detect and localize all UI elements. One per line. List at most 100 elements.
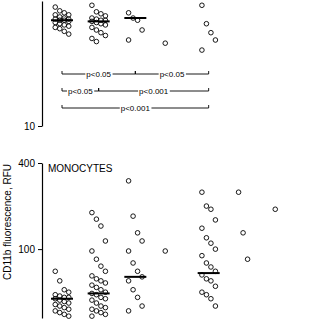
- y-axis: 100 400: [18, 158, 42, 319]
- point: [53, 309, 58, 314]
- point: [200, 253, 205, 258]
- point: [94, 285, 99, 290]
- tick-mark: [38, 249, 42, 250]
- point: [103, 281, 108, 286]
- point: [99, 310, 104, 315]
- p-value: p<0.05: [160, 70, 185, 79]
- significance: p<0.001: [62, 104, 209, 113]
- point: [135, 295, 140, 300]
- point: [200, 3, 205, 8]
- point: [126, 38, 131, 43]
- median: [124, 276, 146, 278]
- point: [62, 11, 67, 16]
- plot-area: [51, 3, 218, 52]
- point: [99, 295, 104, 300]
- point: [57, 310, 62, 315]
- point: [204, 21, 209, 26]
- median: [124, 17, 146, 19]
- median: [198, 272, 220, 274]
- point: [66, 307, 71, 312]
- point: [126, 279, 131, 284]
- y-axis-line: [42, 2, 43, 127]
- point: [140, 304, 145, 309]
- point: [90, 314, 95, 319]
- point: [103, 269, 108, 274]
- p-value: p<0.05: [68, 87, 93, 96]
- point: [66, 290, 71, 295]
- point: [209, 265, 214, 270]
- point: [200, 290, 205, 295]
- point: [90, 36, 95, 41]
- point: [90, 3, 95, 8]
- point: [94, 309, 99, 314]
- point: [62, 287, 67, 292]
- median: [51, 298, 73, 300]
- point: [140, 239, 145, 244]
- point: [99, 264, 104, 269]
- p-value-background: [138, 87, 170, 96]
- point: [245, 257, 250, 262]
- point: [209, 241, 214, 246]
- point: [66, 24, 71, 29]
- point: [204, 277, 209, 282]
- point: [53, 25, 58, 30]
- point: [99, 287, 104, 292]
- point: [126, 11, 131, 16]
- point: [103, 239, 108, 244]
- point: [213, 247, 218, 252]
- tick: 10: [24, 121, 42, 132]
- point: [204, 292, 209, 297]
- p-value-background: [67, 87, 94, 96]
- point: [62, 299, 67, 304]
- median: [88, 20, 110, 22]
- p-value-background: [159, 70, 186, 79]
- point: [90, 274, 95, 279]
- point: [204, 261, 209, 266]
- panel-title: MONOCYTES: [48, 163, 113, 174]
- point: [90, 283, 95, 288]
- tick: 400: [18, 158, 42, 169]
- point: [200, 226, 205, 231]
- point: [99, 224, 104, 229]
- point: [135, 269, 140, 274]
- point: [213, 218, 218, 223]
- point: [209, 296, 214, 301]
- point: [135, 231, 140, 236]
- point: [62, 23, 67, 28]
- median: [51, 19, 73, 21]
- median: [88, 292, 110, 294]
- point: [163, 249, 168, 254]
- p-value-background: [120, 104, 152, 113]
- point: [94, 217, 99, 222]
- panel: 10p<0.05p<0.05p<0.05p<0.001p<0.001: [24, 2, 218, 132]
- point: [209, 30, 214, 35]
- point: [90, 307, 95, 312]
- tick: 100: [18, 244, 42, 255]
- point: [99, 304, 104, 309]
- point: [236, 190, 241, 195]
- point: [209, 207, 214, 212]
- y-axis: 10: [24, 2, 43, 132]
- point: [57, 26, 62, 31]
- point: [163, 41, 168, 46]
- point: [57, 9, 62, 14]
- point: [57, 279, 62, 284]
- point: [90, 249, 95, 254]
- point: [131, 214, 136, 219]
- tick-label: 400: [18, 158, 35, 169]
- point: [103, 23, 108, 28]
- point: [131, 261, 136, 266]
- point: [126, 179, 131, 184]
- point: [99, 30, 104, 35]
- point: [126, 309, 131, 314]
- point: [131, 287, 136, 292]
- significance: p<0.05: [135, 70, 208, 79]
- point: [209, 279, 214, 284]
- y-axis-line: [42, 164, 43, 319]
- point: [99, 12, 104, 17]
- point: [62, 305, 67, 310]
- panel: 100 400 MONOCYTES: [18, 158, 277, 319]
- p-value: p<0.05: [86, 70, 111, 79]
- point: [103, 33, 108, 38]
- point: [62, 312, 67, 317]
